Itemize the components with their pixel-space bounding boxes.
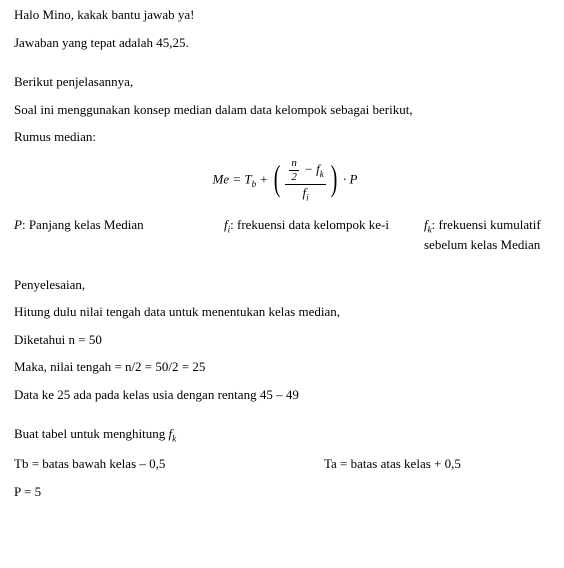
formula-plus: + xyxy=(256,171,271,186)
def-fk: fk: frekuensi kumulatif sebelum kelas Me… xyxy=(424,216,556,253)
formula-me: Me xyxy=(212,171,229,186)
def-p-text: : Panjang kelas Median xyxy=(22,217,144,232)
tabel-heading-sub: k xyxy=(172,434,176,444)
formula-dot: · xyxy=(340,171,350,186)
formula-fi-sub: i xyxy=(306,192,309,202)
def-fi-text: : frekuensi data kelompok ke-i xyxy=(230,217,389,232)
formula-eq: = xyxy=(229,171,244,186)
answer-text: Jawaban yang tepat adalah 45,25. xyxy=(14,34,556,52)
formula-n: n xyxy=(289,158,299,171)
tb-ta-row: Tb = batas bawah kelas – 0,5 Ta = batas … xyxy=(14,455,556,473)
p-line: P = 5 xyxy=(14,483,556,501)
tabel-heading-pre: Buat tabel untuk menghitung xyxy=(14,426,169,441)
rparen-icon: ) xyxy=(330,162,337,194)
tb-line: Tb = batas bawah kelas – 0,5 xyxy=(14,455,324,473)
formula-fk-sub: k xyxy=(320,169,324,179)
rumus-label: Rumus median: xyxy=(14,128,556,146)
formula-p: P xyxy=(350,171,358,186)
tabel-heading: Buat tabel untuk menghitung fk xyxy=(14,425,556,445)
step-1: Hitung dulu nilai tengah data untuk mene… xyxy=(14,303,556,321)
explanation-heading: Berikut penjelasannya, xyxy=(14,73,556,91)
formula-2: 2 xyxy=(289,171,299,183)
concept-line: Soal ini menggunakan konsep median dalam… xyxy=(14,101,556,119)
maka-line: Maka, nilai tengah = n/2 = 50/2 = 25 xyxy=(14,358,556,376)
def-p-symbol: P xyxy=(14,217,22,232)
median-formula: Me = Tb + ( n 2 − fk fi ) · P xyxy=(14,158,556,203)
formula-tb: T xyxy=(244,171,251,186)
greeting-text: Halo Mino, kakak bantu jawab ya! xyxy=(14,6,556,24)
penyelesaian-heading: Penyelesaian, xyxy=(14,276,556,294)
lparen-icon: ( xyxy=(274,162,281,194)
diketahui-line: Diketahui n = 50 xyxy=(14,331,556,349)
formula-n2-fraction: n 2 xyxy=(289,158,299,183)
ta-line: Ta = batas atas kelas + 0,5 xyxy=(324,455,556,473)
def-fk-text: : frekuensi kumulatif sebelum kelas Medi… xyxy=(424,217,541,252)
def-p: P: Panjang kelas Median xyxy=(14,216,224,253)
definitions-row: P: Panjang kelas Median fi: frekuensi da… xyxy=(14,216,556,253)
data-25-line: Data ke 25 ada pada kelas usia dengan re… xyxy=(14,386,556,404)
def-fi: fi: frekuensi data kelompok ke-i xyxy=(224,216,424,253)
formula-minus: − xyxy=(301,161,316,176)
formula-outer-fraction: n 2 − fk fi xyxy=(285,158,325,203)
